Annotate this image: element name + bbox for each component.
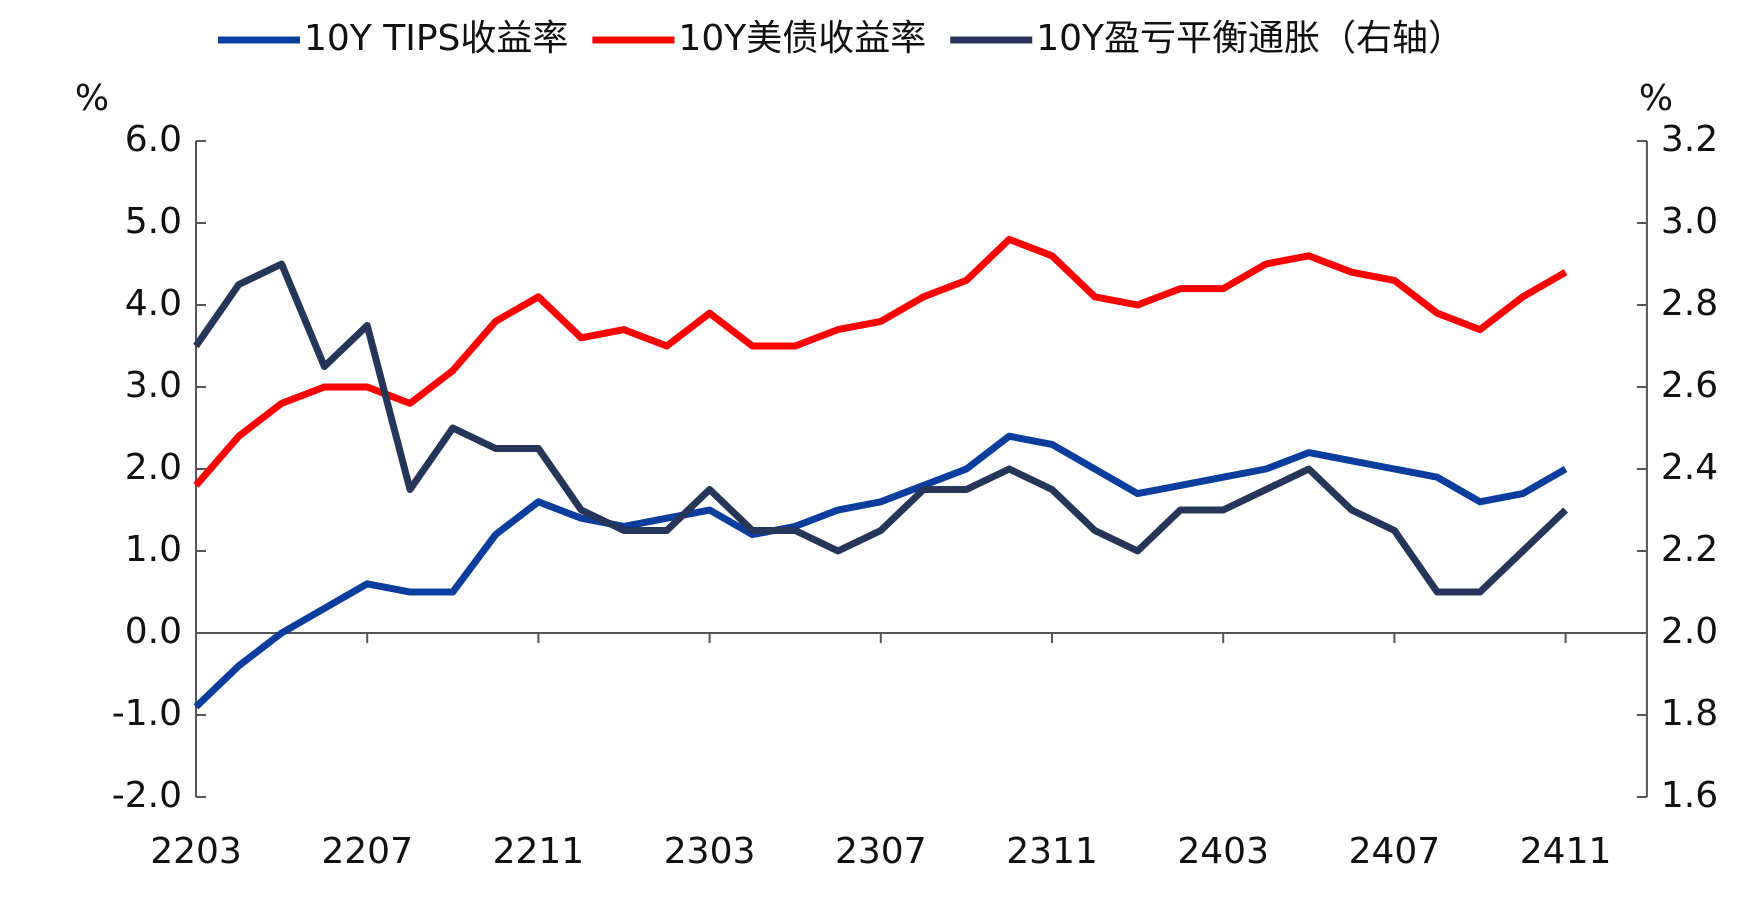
y-tick-label: 5.0 — [125, 201, 182, 242]
y-tick-label: 2.0 — [125, 447, 182, 488]
y2-unit: % — [1639, 78, 1673, 119]
y2-tick-label: 1.6 — [1661, 775, 1718, 816]
x-tick-label: 2407 — [1349, 831, 1441, 872]
y-tick-label: 0.0 — [125, 611, 182, 652]
y2-tick-label: 2.0 — [1661, 611, 1718, 652]
x-tick-label: 2411 — [1520, 831, 1612, 872]
y2-tick-label: 2.6 — [1661, 365, 1718, 406]
x-tick-label: 2207 — [321, 831, 413, 872]
y2-tick-label: 3.0 — [1661, 201, 1718, 242]
x-tick-label: 2303 — [664, 831, 756, 872]
y-tick-label: 4.0 — [125, 283, 182, 324]
y2-tick-label: 2.4 — [1661, 447, 1718, 488]
y-tick-label: -1.0 — [112, 693, 182, 734]
x-tick-label: 2311 — [1006, 831, 1098, 872]
y2-tick-label: 3.2 — [1661, 119, 1718, 160]
y-unit: % — [75, 78, 109, 119]
series-line — [193, 260, 1569, 596]
y-tick-label: 6.0 — [125, 119, 182, 160]
legend-label: 10Y美债收益率 — [678, 18, 926, 59]
x-tick-label: 2403 — [1177, 831, 1269, 872]
x-tick-label: 2211 — [493, 831, 585, 872]
legend-label: 10Y盈亏平衡通胀（右轴） — [1036, 18, 1464, 59]
series-line — [193, 235, 1568, 488]
x-tick-label: 2307 — [835, 831, 927, 872]
x-tick-label: 2203 — [150, 831, 242, 872]
y-tick-label: 1.0 — [125, 529, 182, 570]
y2-tick-label: 2.8 — [1661, 283, 1718, 324]
y2-tick-label: 1.8 — [1661, 693, 1718, 734]
y-tick-label: -2.0 — [112, 775, 182, 816]
legend-label: 10Y TIPS收益率 — [304, 18, 568, 59]
y-tick-label: 3.0 — [125, 365, 182, 406]
series-line — [193, 432, 1568, 710]
y2-tick-label: 2.2 — [1661, 529, 1718, 570]
